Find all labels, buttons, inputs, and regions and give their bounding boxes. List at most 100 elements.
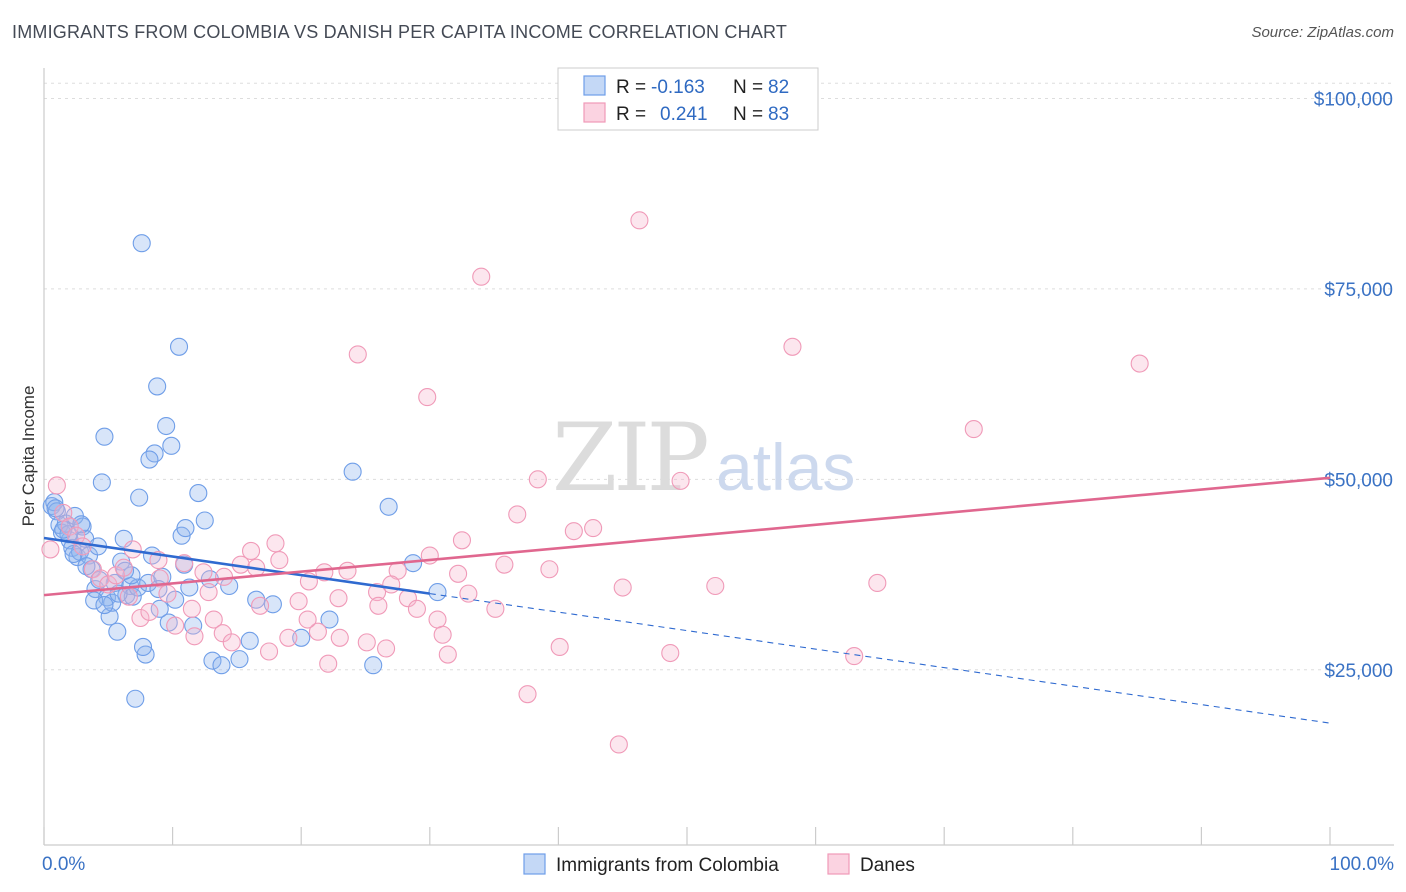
danes-point-18	[185, 627, 204, 646]
trend-lines	[43, 476, 1331, 724]
colombia-point-49	[203, 651, 222, 670]
colombia-point-81	[240, 631, 259, 650]
danes-point-77	[382, 575, 401, 594]
x-tick-left: 0.0%	[42, 854, 85, 875]
correlation-legend: R = -0.163 N = 82 R = 0.241 N = 83	[557, 67, 819, 131]
danes-point-16	[166, 616, 185, 635]
danes-point-29	[289, 592, 308, 611]
colombia-point-17	[92, 473, 111, 492]
legend-swatch-pink	[583, 102, 606, 123]
legend-r-label-2: R =	[616, 104, 646, 125]
danes-point-51	[518, 685, 537, 704]
colombia-point-48	[195, 511, 214, 530]
y-tick-labels: $25,000 $50,000 $75,000 $100,000	[1314, 89, 1393, 681]
danes-point-66	[964, 420, 983, 439]
danes-point-26	[259, 642, 279, 661]
axes	[43, 68, 1394, 846]
y-axis-label: Per Capita Income	[19, 386, 38, 527]
danes-point-24	[241, 541, 261, 561]
colombia-point-69	[150, 599, 169, 618]
danes-point-9	[106, 566, 126, 585]
series-colombia-points	[42, 234, 447, 708]
y-tick-label-0: $25,000	[1324, 661, 1393, 682]
danes-point-61	[671, 471, 690, 490]
danes-point-82	[433, 625, 452, 644]
danes-point-32	[319, 654, 338, 673]
danes-point-76	[330, 628, 349, 647]
colombia-point-37	[148, 377, 167, 396]
danes-point-0	[41, 540, 60, 559]
danes-point-47	[472, 267, 491, 286]
danes-point-71	[298, 610, 317, 629]
legend-r-label-1: R =	[616, 77, 646, 98]
colombia-point-43	[169, 337, 189, 356]
danes-point-34	[338, 561, 357, 580]
colombia-point-55	[292, 628, 311, 647]
danes-point-45	[449, 564, 468, 583]
danes-point-56	[584, 519, 603, 538]
danes-point-5	[73, 537, 92, 556]
legend-swatch-colombia	[523, 853, 546, 875]
danes-point-22	[222, 633, 241, 652]
watermark-atlas: atlas	[716, 430, 855, 504]
danes-point-54	[550, 637, 569, 656]
danes-point-79	[150, 569, 169, 588]
danes-point-63	[783, 337, 802, 356]
series-legend: Immigrants from Colombia Danes	[523, 853, 915, 876]
y-tick-label-3: $100,000	[1314, 89, 1393, 110]
colombia-point-76	[115, 561, 135, 580]
colombia-point-39	[157, 416, 176, 436]
watermark-zip: ZIP	[552, 404, 706, 513]
danes-point-57	[609, 735, 628, 754]
danes-point-12	[131, 608, 150, 628]
legend-r-value-1: -0.163	[651, 77, 705, 98]
danes-point-19	[194, 563, 213, 582]
danes-point-67	[1130, 354, 1149, 373]
colombia-point-74	[85, 591, 104, 610]
colombia-point-77	[133, 637, 153, 656]
colombia-point-20	[100, 607, 119, 626]
danes-point-80	[199, 583, 218, 602]
danes-point-52	[528, 470, 547, 489]
colombia-point-56	[320, 610, 339, 629]
legend-label-danes: Danes	[860, 855, 915, 876]
legend-n-label-1: N =	[733, 77, 763, 98]
danes-point-55	[564, 522, 583, 541]
colombia-point-68	[122, 566, 141, 585]
colombia-trend-line	[43, 536, 430, 595]
colombia-point-52	[230, 650, 249, 669]
legend-n-value-1: 82	[768, 77, 789, 98]
colombia-point-57	[343, 462, 362, 481]
danes-point-53	[540, 560, 559, 579]
danes-point-49	[495, 555, 514, 574]
colombia-point-23	[108, 622, 127, 641]
x-tick-right: 100.0%	[1330, 854, 1395, 875]
danes-point-28	[279, 628, 298, 647]
source-credit: Source: ZipAtlas.com	[1251, 24, 1394, 41]
danes-point-42	[418, 388, 437, 407]
danes-point-72	[369, 596, 388, 615]
danes-point-25	[250, 596, 270, 615]
danes-trend-line	[43, 476, 1331, 597]
legend-swatch-blue	[583, 75, 606, 96]
danes-point-59	[630, 211, 649, 230]
danes-point-43	[428, 610, 447, 629]
danes-point-58	[613, 578, 632, 597]
colombia-point-47	[189, 484, 208, 503]
danes-point-70	[266, 534, 285, 553]
danes-point-1	[47, 476, 66, 495]
danes-point-74	[182, 599, 201, 618]
danes-point-64	[845, 647, 864, 666]
legend-label-colombia: Immigrants from Colombia	[556, 855, 779, 876]
colombia-point-29	[126, 689, 145, 708]
danes-point-36	[357, 633, 376, 652]
danes-point-10	[114, 558, 133, 577]
danes-point-44	[438, 645, 457, 664]
y-tick-label-1: $50,000	[1324, 470, 1393, 491]
danes-point-4	[67, 526, 86, 545]
danes-point-13	[140, 602, 159, 621]
danes-point-35	[348, 345, 367, 364]
danes-point-48	[486, 599, 505, 618]
danes-point-69	[214, 567, 234, 586]
